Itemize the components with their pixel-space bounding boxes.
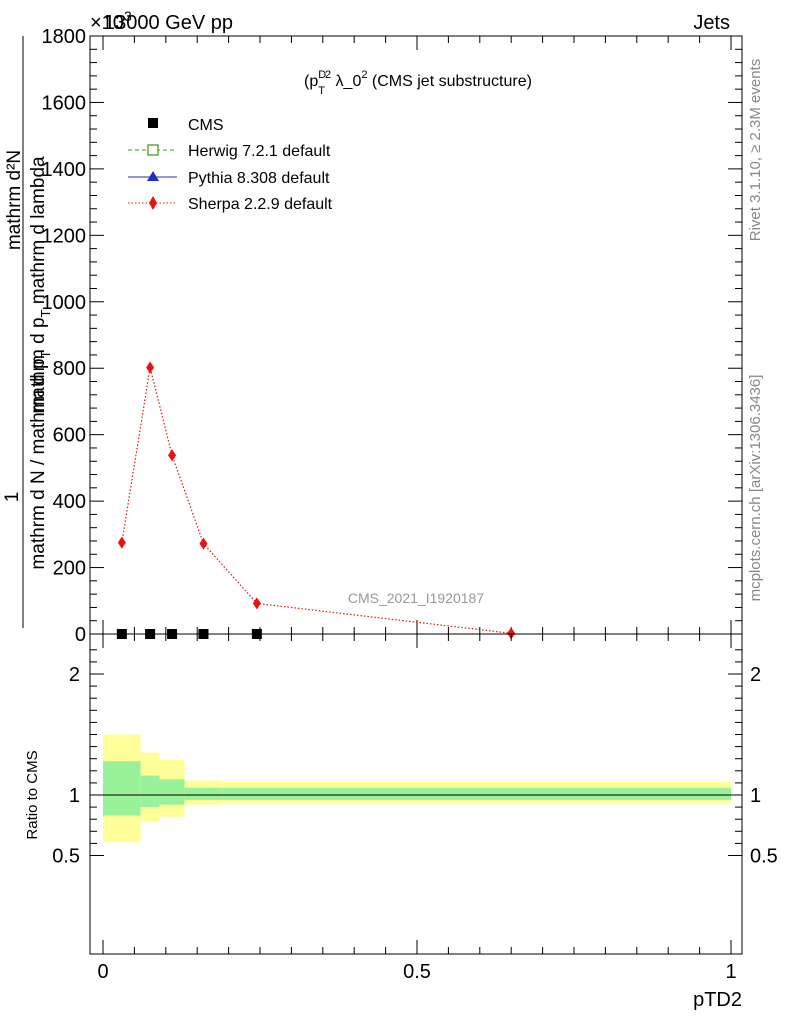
process-label: Jets [693, 12, 730, 34]
sherpa-point [146, 361, 155, 374]
legend-label-pythia: Pythia 8.308 default [188, 170, 330, 187]
y-axis-numerator: mathrm d²N [4, 150, 25, 250]
y-axis-denominator: mathrm d N / mathrm d pT [28, 350, 53, 569]
ratio-y-tick-label-right: 1 [750, 785, 761, 807]
exponent-label: ×103 [90, 8, 132, 34]
stat-uncertainty-band [140, 775, 160, 808]
legend-label-cms: CMS [188, 117, 224, 134]
y-axis-numerator-denominator: mathrm d pT mathrm d lambda [28, 156, 53, 414]
ratio-y-axis: 0.5 0.5 1 1 2 2 [52, 649, 778, 868]
x-tick-label: 0 [97, 961, 108, 983]
main-panel: (pD T2 λ_02 (CMS jet substructure) 0 200 40… [2, 26, 743, 646]
ratio-x-axis: 0 0.5 1 [97, 634, 737, 983]
sherpa-point [507, 627, 516, 640]
analysis-id-label: CMS_2021_I1920187 [348, 590, 484, 606]
x-tick-label: 1 [725, 961, 736, 983]
sherpa-point [199, 537, 208, 550]
stat-uncertainty-band [184, 787, 223, 800]
legend-marker-cms [148, 118, 158, 128]
chart-title: (pD T2 λ_02 (CMS jet substructure) [304, 69, 532, 97]
y-tick-label: 1800 [42, 26, 87, 48]
energy-label: 13000 GeV pp [104, 12, 233, 34]
ratio-y-tick-label-right: 0.5 [750, 846, 778, 868]
ratio-frame [89, 633, 743, 955]
ratio-y-tick-label-right: 2 [750, 664, 761, 686]
y-tick-label: 200 [53, 558, 86, 580]
stat-uncertainty-band [103, 761, 141, 816]
stat-uncertainty-band [159, 779, 185, 805]
y-axis-one: 1 [2, 492, 23, 503]
sherpa-point [168, 449, 177, 462]
x-tick-label: 0.5 [403, 961, 431, 983]
legend-entry-cms: CMS [148, 117, 224, 134]
ratio-uncertainty-bands [103, 734, 731, 843]
legend: CMS Herwig 7.2.1 default Pythia 8.308 de… [128, 117, 333, 213]
y-tick-label: 1600 [42, 92, 87, 114]
legend-label-herwig: Herwig 7.2.1 default [188, 143, 331, 160]
x-axis-main [102, 36, 732, 634]
legend-marker-herwig [147, 144, 159, 156]
y-tick-label: 1400 [42, 159, 87, 181]
y-axis: 0 200 400 600 800 1000 1200 1400 1600 1800 [42, 26, 742, 646]
y-tick-label: 1200 [42, 225, 87, 247]
x-axis-title: pTD2 [693, 989, 742, 1011]
legend-label-sherpa: Sherpa 2.2.9 default [188, 196, 333, 213]
sherpa-line [121, 367, 512, 634]
legend-marker-sherpa [149, 196, 157, 210]
legend-entry-herwig: Herwig 7.2.1 default [128, 143, 331, 160]
y-tick-label: 800 [53, 358, 86, 380]
series-sherpa [117, 361, 516, 640]
ratio-panel: 0.5 0.51 12 2 0 0.5 1 Ratio to CMS pTD2 [24, 633, 778, 1011]
y-tick-label: 1000 [42, 292, 87, 314]
sherpa-point [252, 597, 261, 610]
y-tick-label: 600 [53, 425, 86, 447]
y-tick-label: 400 [53, 491, 86, 513]
ratio-y-tick-label: 2 [69, 664, 80, 686]
mcplots-label: mcplots.cern.ch [arXiv:1306.3436] [747, 375, 764, 602]
rivet-version-label: Rivet 3.1.10, ≥ 2.3M events [747, 59, 764, 242]
legend-entry-pythia: Pythia 8.308 default [128, 170, 330, 187]
ratio-y-axis-title: Ratio to CMS [24, 750, 41, 839]
sherpa-point [117, 536, 126, 549]
legend-entry-sherpa: Sherpa 2.2.9 default [128, 196, 333, 213]
stat-uncertainty-band [222, 787, 731, 800]
y-tick-label: 0 [75, 624, 86, 646]
ratio-y-tick-label: 1 [69, 785, 80, 807]
y-axis-title: mathrm d²N mathrm d pT mathrm d lambda 1… [2, 36, 53, 628]
legend-marker-pythia [147, 171, 159, 181]
ratio-y-tick-label: 0.5 [52, 846, 80, 868]
